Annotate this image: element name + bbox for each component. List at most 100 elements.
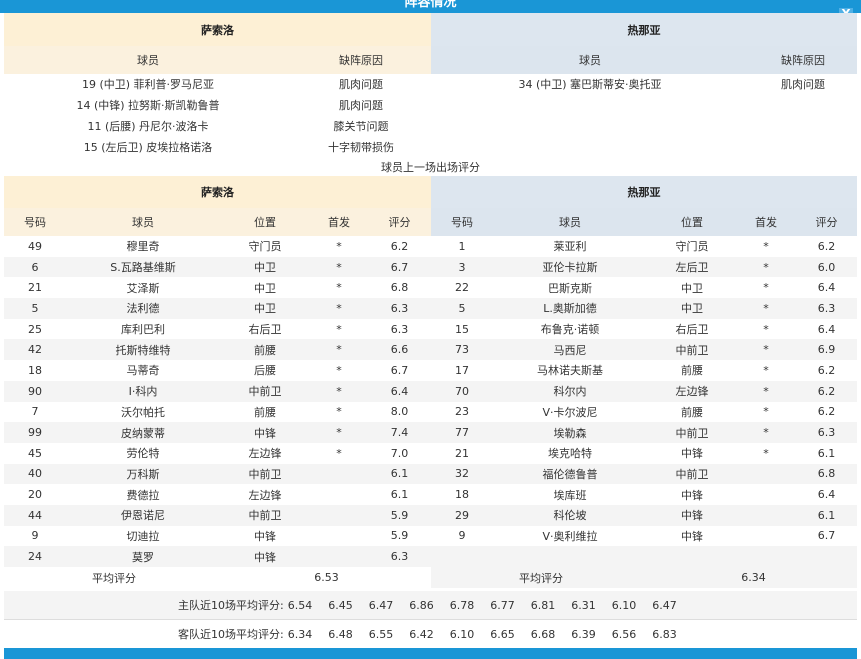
player-number: 1 [458, 239, 466, 253]
ratings-team-header: 萨索洛 热那亚 [4, 176, 857, 208]
injured-player: 19 (中卫) 菲利普·罗马尼亚 [81, 78, 215, 91]
section-bg [431, 46, 857, 74]
recent-rating: 6.68 [530, 627, 556, 641]
recent-rating: 6.78 [449, 598, 475, 612]
player-position: 前腰 [254, 343, 276, 357]
col-starter: 首发 [328, 216, 350, 229]
player-rating: 6.2 [817, 405, 836, 419]
player-rating: 6.4 [390, 384, 409, 398]
section-bg [431, 13, 857, 46]
ratings-column-header: 号码 号码 球员 球员 位置 位置 首发 首发 评分 评分 [4, 208, 857, 236]
player-number: 24 [28, 550, 42, 564]
injury-column-header: 球员 缺阵原因 球员 缺阵原因 [4, 46, 857, 74]
player-name: 法利德 [126, 302, 160, 316]
player-position: 中前卫 [248, 385, 282, 399]
recent-rating: 6.77 [490, 598, 515, 612]
player-name: 万科斯 [126, 467, 160, 481]
player-name: 托斯特维特 [115, 343, 171, 357]
section-bg [431, 176, 857, 208]
player-number: 18 [455, 488, 469, 502]
player-position: 中锋 [254, 529, 276, 543]
col-rating: 评分 [815, 216, 838, 229]
injured-player: 34 (中卫) 塞巴斯蒂安·奥托亚 [518, 78, 662, 91]
player-row: 24 莫罗 中锋 6.3 [4, 546, 857, 567]
player-number: 32 [455, 467, 469, 481]
player-number: 15 [455, 322, 469, 336]
player-name: 埃库班 [553, 488, 587, 502]
col-reason: 缺阵原因 [781, 54, 825, 67]
player-rating: 6.4 [817, 281, 836, 295]
player-rating: 5.9 [390, 529, 409, 543]
starter-mark [737, 484, 795, 505]
recent-rating: 6.10 [611, 598, 637, 612]
player-row: 44 29 伊恩诺尼 科伦坡 中前卫 中锋 5.9 6.1 [4, 504, 857, 526]
recent-rating: 6.54 [287, 598, 313, 612]
player-rating: 6.3 [390, 322, 409, 336]
ratings-caption: 球员上一场出场评分 [381, 160, 480, 174]
player-rating: 6.1 [390, 488, 409, 502]
player-name: 费德拉 [126, 488, 160, 502]
player-name: S.瓦路基维斯 [110, 261, 176, 275]
player-name: 科尔内 [553, 385, 587, 399]
player-row: 40 32 万科斯 福伦德鲁普 中前卫 中前卫 6.1 6.8 [4, 463, 857, 485]
injury-reason: 肌肉问题 [781, 78, 825, 91]
player-row: 90 70 I·科内 科尔内 中前卫 左边锋 * * 6.4 6.2 [4, 380, 857, 402]
player-name: V·奥利维拉 [542, 529, 598, 543]
player-number: 7 [31, 405, 39, 419]
recent-rating: 6.55 [368, 627, 394, 641]
starter-mark: * [763, 260, 769, 274]
col-player: 球员 [579, 54, 601, 67]
player-rating: 6.4 [817, 488, 836, 502]
player-position: 中前卫 [675, 426, 709, 440]
starter-mark [737, 464, 795, 485]
lineup-table: 萨索洛 热那亚 球员 缺阵原因 球员 缺阵原因 19 (中卫) 菲利普·罗马尼亚 肌肉问题 34… [4, 13, 857, 588]
starter-mark: * [763, 343, 769, 357]
recent-rating: 6.45 [328, 598, 353, 612]
player-position: 前腰 [254, 405, 276, 419]
home-team-name: 萨索洛 [201, 186, 234, 199]
section-bg [431, 567, 857, 588]
away-avg-rating: 6.34 [741, 571, 766, 584]
player-number: 22 [455, 281, 469, 295]
player-rating: 6.1 [817, 508, 836, 522]
starter-mark [737, 526, 795, 547]
player-rating: 6.2 [390, 239, 409, 253]
player-position: 中前卫 [675, 343, 709, 357]
player-row: 9 9 切迪拉 V·奥利维拉 中锋 中锋 5.9 6.7 [4, 526, 857, 547]
starter-mark: * [336, 426, 342, 440]
player-row: 21 22 艾泽斯 巴斯克斯 中卫 中卫 * * 6.8 6.4 [4, 277, 857, 298]
starter-mark: * [763, 446, 769, 460]
starter-mark: * [336, 239, 342, 253]
player-number: 42 [28, 343, 42, 357]
starter-mark: * [763, 384, 769, 398]
player-row: 25 15 库利巴利 布鲁克·诺顿 右后卫 右后卫 * * 6.3 6.4 [4, 319, 857, 340]
player-rating: 6.7 [390, 363, 409, 377]
player-rating: 6.7 [817, 529, 836, 543]
player-number: 73 [455, 343, 469, 357]
player-number: 45 [28, 446, 42, 460]
player-number: 20 [28, 488, 42, 502]
player-name: 巴斯克斯 [548, 281, 592, 295]
player-number: 5 [458, 301, 466, 315]
starter-mark [310, 526, 368, 547]
player-position: 中锋 [681, 447, 703, 461]
dialog-title: 阵容情况 [404, 0, 457, 10]
player-rating: 6.1 [390, 467, 409, 481]
player-position: 中卫 [681, 281, 703, 295]
player-number: 44 [28, 508, 42, 522]
recent-rating: 6.47 [652, 598, 677, 612]
starter-mark: * [336, 446, 342, 460]
col-player: 球员 [132, 216, 154, 229]
starter-mark [310, 484, 368, 505]
player-position: 左后卫 [675, 261, 709, 275]
col-number: 号码 [451, 216, 473, 229]
col-position: 位置 [681, 216, 703, 229]
player-position: 中锋 [681, 488, 703, 502]
player-number: 9 [458, 529, 466, 543]
player-name: 亚伦卡拉斯 [542, 261, 598, 275]
player-name: 伊恩诺尼 [121, 509, 165, 523]
player-position: 中卫 [681, 302, 703, 316]
starter-mark: * [336, 322, 342, 336]
starter-mark [310, 546, 368, 567]
player-row: 18 17 马蒂奇 马林诺夫斯基 后腰 前腰 * * 6.7 6.2 [4, 360, 857, 381]
